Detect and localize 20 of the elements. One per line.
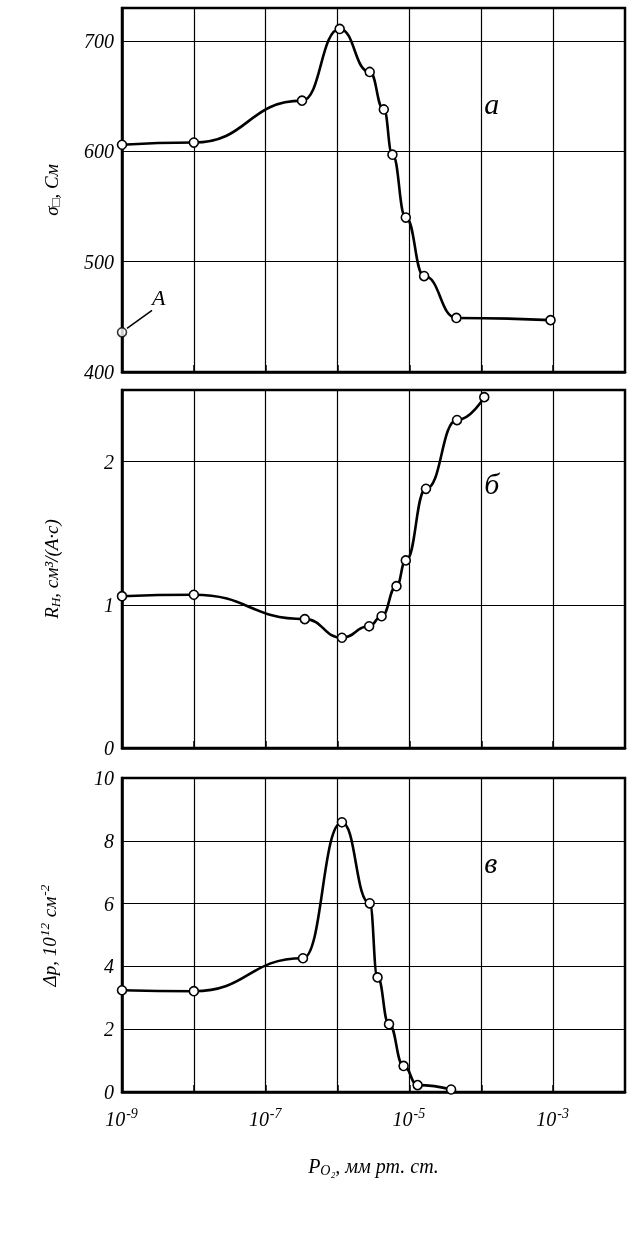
y-axis-title: Δp, 1012 см-2 — [36, 884, 61, 988]
y-tick-label: 6 — [104, 892, 114, 915]
y-tick-label: 2 — [104, 450, 114, 473]
y-tick-label: 8 — [104, 829, 114, 852]
y-tick-label: 0 — [104, 737, 114, 759]
y-tick-label: 1 — [104, 593, 114, 616]
y-tick-label: 4 — [104, 955, 114, 978]
y-tick-label: 0 — [104, 1081, 114, 1103]
y-tick-label: 10 — [94, 767, 114, 789]
y-tick-label: 500 — [84, 250, 114, 273]
annotation: в — [484, 845, 498, 879]
annotation: б — [484, 467, 501, 501]
y-tick-label: 600 — [84, 140, 114, 163]
annotation: A — [150, 284, 166, 310]
y-tick-label: 700 — [84, 30, 114, 53]
annotation: а — [484, 86, 500, 120]
y-tick-label: 2 — [104, 1018, 114, 1041]
y-axis-title: RH, см³/(А·с) — [40, 519, 63, 620]
y-tick-label: 400 — [84, 361, 114, 383]
y-axis-title: σ□, См — [40, 164, 63, 216]
